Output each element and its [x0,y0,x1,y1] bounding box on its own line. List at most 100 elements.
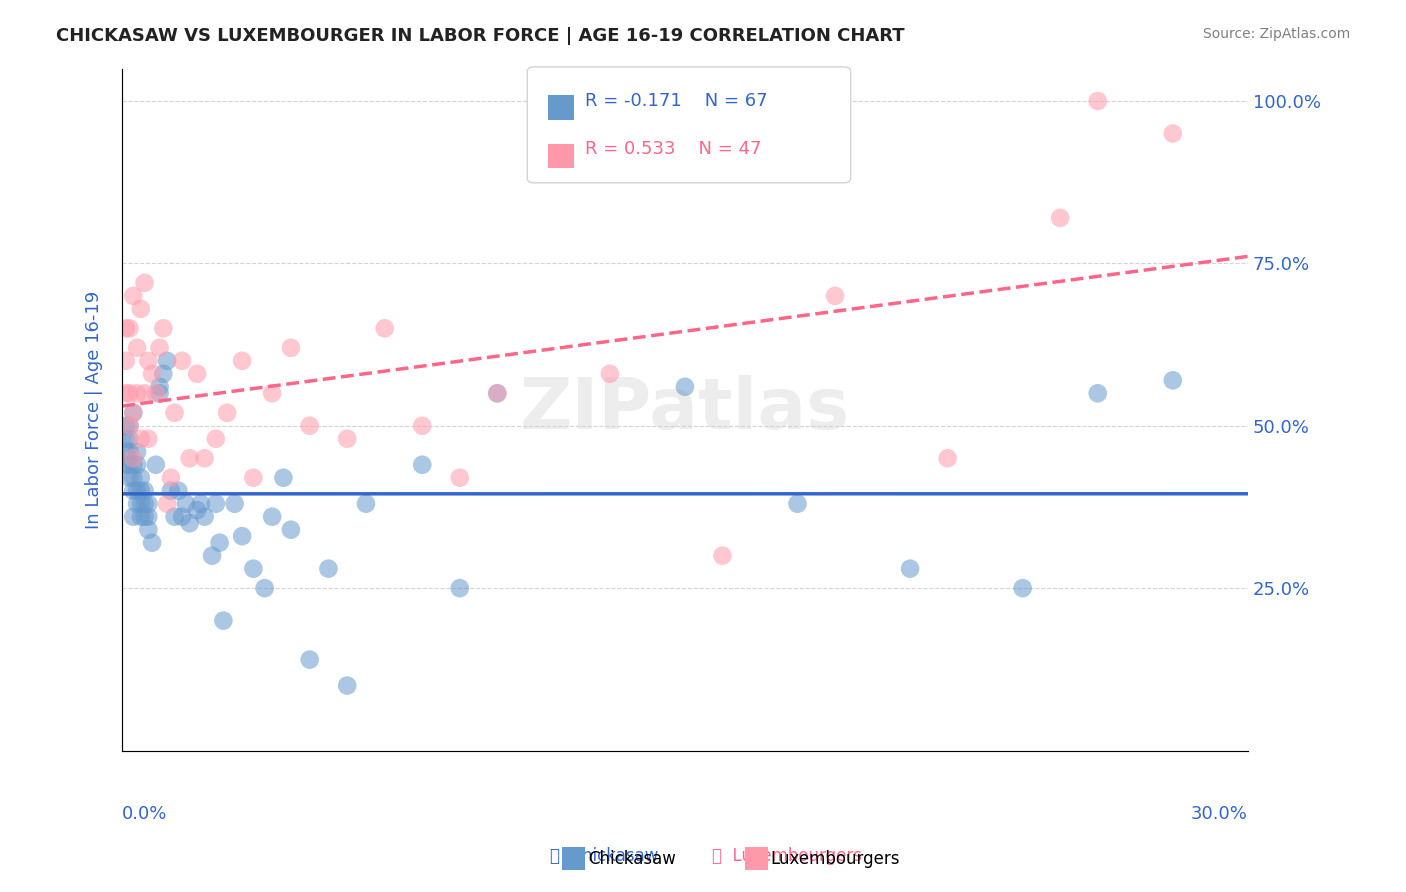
Point [160,471,183,485]
Text: R = -0.171    N = 67: R = -0.171 N = 67 [585,93,768,111]
Point [136,509,159,524]
Point [201,549,224,563]
Point [1049,211,1071,225]
Point [148,386,170,401]
Point [231,353,253,368]
Point [129,497,152,511]
Point [163,406,186,420]
Text: 0.0%: 0.0% [122,805,167,823]
Point [486,386,509,401]
Point [898,562,921,576]
Point [1087,94,1109,108]
Point [136,497,159,511]
Point [134,386,156,401]
Text: Luxembourgers: Luxembourgers [770,850,900,868]
Point [145,458,167,472]
Point [1011,581,1033,595]
Point [134,497,156,511]
Point [114,444,136,458]
Point [156,353,179,368]
Point [318,562,340,576]
Point [163,509,186,524]
Point [449,471,471,485]
Point [134,483,156,498]
Point [129,432,152,446]
Point [160,483,183,498]
Point [152,321,174,335]
Point [118,471,141,485]
Point [141,535,163,549]
Point [449,581,471,595]
Point [125,458,148,472]
Point [118,321,141,335]
Point [186,503,208,517]
Point [179,516,201,531]
Point [217,406,239,420]
Point [118,418,141,433]
Point [148,341,170,355]
Point [231,529,253,543]
Point [122,289,145,303]
Point [786,497,808,511]
Point [122,471,145,485]
Point [1087,386,1109,401]
Point [118,418,141,433]
Text: ⬜  Luxembourgers: ⬜ Luxembourgers [713,847,862,865]
Point [411,458,433,472]
Point [172,509,194,524]
Point [125,341,148,355]
Point [242,471,264,485]
Point [336,679,359,693]
Point [411,418,433,433]
Point [148,380,170,394]
Point [224,497,246,511]
Text: Source: ZipAtlas.com: Source: ZipAtlas.com [1202,27,1350,41]
Point [262,386,284,401]
Text: R = 0.533    N = 47: R = 0.533 N = 47 [585,141,762,159]
Point [824,289,846,303]
Point [125,483,148,498]
Point [242,562,264,576]
Point [118,386,141,401]
Point [599,367,621,381]
Point [114,386,136,401]
Text: 30.0%: 30.0% [1191,805,1249,823]
Point [114,321,136,335]
Text: ⬜  Chickasaw: ⬜ Chickasaw [550,847,659,865]
Point [122,451,145,466]
Point [298,418,321,433]
Point [122,483,145,498]
Point [125,497,148,511]
Point [129,301,152,316]
Point [186,367,208,381]
Point [190,497,212,511]
Point [374,321,396,335]
Point [205,432,228,446]
Point [262,509,284,524]
Y-axis label: In Labor Force | Age 16-19: In Labor Force | Age 16-19 [86,291,103,529]
Point [354,497,377,511]
Point [125,386,148,401]
Point [936,451,959,466]
Text: CHICKASAW VS LUXEMBOURGER IN LABOR FORCE | AGE 16-19 CORRELATION CHART: CHICKASAW VS LUXEMBOURGER IN LABOR FORCE… [56,27,905,45]
Point [179,451,201,466]
Point [114,418,136,433]
Point [114,353,136,368]
Point [114,458,136,472]
Text: ZIPatlas: ZIPatlas [520,375,851,444]
Point [114,432,136,446]
Point [118,458,141,472]
Point [711,549,734,563]
Point [141,367,163,381]
Point [125,444,148,458]
Point [136,523,159,537]
Point [118,432,141,446]
Point [122,406,145,420]
Point [145,386,167,401]
Point [253,581,276,595]
Point [129,471,152,485]
Point [673,380,696,394]
Point [212,614,235,628]
Point [174,497,197,511]
Point [134,276,156,290]
